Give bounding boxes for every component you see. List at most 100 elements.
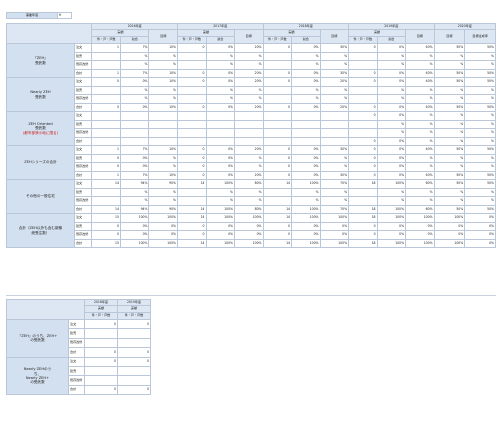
count-cell[interactable]: 14: [177, 204, 207, 214]
count-cell[interactable]: [262, 60, 293, 70]
count-cell[interactable]: 0: [348, 230, 378, 240]
count-cell[interactable]: 0: [348, 153, 378, 163]
count-cell[interactable]: 18: [348, 179, 378, 189]
count-cell[interactable]: [348, 51, 378, 61]
count-cell[interactable]: 0: [348, 43, 378, 53]
count-cell[interactable]: [84, 365, 118, 377]
count-cell[interactable]: 15: [91, 238, 121, 248]
count-cell[interactable]: 15: [91, 213, 121, 223]
count-cell[interactable]: [91, 94, 121, 104]
count-cell[interactable]: [348, 187, 378, 197]
count-cell[interactable]: 14: [262, 204, 293, 214]
count-cell[interactable]: 0: [117, 384, 151, 396]
count-cell[interactable]: 14: [177, 213, 207, 223]
count-cell[interactable]: [262, 136, 293, 146]
count-cell[interactable]: 14: [177, 179, 207, 189]
count-cell[interactable]: [177, 119, 207, 129]
count-cell[interactable]: 0: [348, 68, 378, 78]
count-cell[interactable]: 0: [117, 347, 151, 358]
count-cell[interactable]: [348, 60, 378, 70]
count-cell[interactable]: 0: [262, 230, 293, 240]
count-cell[interactable]: [117, 365, 151, 377]
count-cell[interactable]: 1: [91, 68, 121, 78]
count-cell[interactable]: [91, 187, 121, 197]
count-cell[interactable]: [84, 375, 118, 386]
count-cell[interactable]: [177, 196, 207, 206]
count-cell[interactable]: 0: [348, 221, 378, 231]
count-cell[interactable]: 0: [348, 170, 378, 180]
count-cell[interactable]: 18: [348, 213, 378, 223]
fiscal-year-value[interactable]: H: [57, 12, 72, 19]
count-cell[interactable]: [262, 111, 293, 121]
count-cell[interactable]: [117, 337, 151, 349]
count-cell[interactable]: 1: [91, 43, 121, 53]
count-cell[interactable]: [177, 85, 207, 95]
count-cell[interactable]: 14: [262, 179, 293, 189]
count-cell[interactable]: [262, 85, 293, 95]
count-cell[interactable]: 0: [91, 230, 121, 240]
count-cell[interactable]: 0: [84, 347, 118, 358]
count-cell[interactable]: 0: [117, 356, 151, 367]
count-cell[interactable]: 0: [262, 153, 293, 163]
count-cell[interactable]: [348, 85, 378, 95]
count-cell[interactable]: [177, 187, 207, 197]
count-cell[interactable]: [177, 94, 207, 104]
count-cell[interactable]: 0: [177, 77, 207, 87]
count-cell[interactable]: 0: [348, 77, 378, 87]
count-cell[interactable]: [91, 119, 121, 129]
count-cell[interactable]: 0: [177, 145, 207, 155]
count-cell[interactable]: 0: [348, 102, 378, 112]
count-cell[interactable]: 0: [262, 162, 293, 172]
count-cell[interactable]: [177, 111, 207, 121]
count-cell[interactable]: [91, 51, 121, 61]
count-cell[interactable]: 0: [91, 162, 121, 172]
count-cell[interactable]: 0: [177, 170, 207, 180]
count-cell[interactable]: [262, 128, 293, 138]
count-cell[interactable]: 0: [262, 102, 293, 112]
count-cell[interactable]: 0: [91, 221, 121, 231]
count-cell[interactable]: 0: [117, 318, 151, 330]
count-cell[interactable]: 14: [177, 238, 207, 248]
count-cell[interactable]: 0: [177, 153, 207, 163]
count-cell[interactable]: 0: [262, 170, 293, 180]
count-cell[interactable]: 0: [84, 384, 118, 396]
count-cell[interactable]: 14: [91, 179, 121, 189]
count-cell[interactable]: [91, 85, 121, 95]
count-cell[interactable]: [91, 128, 121, 138]
count-cell[interactable]: [262, 51, 293, 61]
count-cell[interactable]: [262, 187, 293, 197]
count-cell[interactable]: [348, 196, 378, 206]
count-cell[interactable]: [262, 119, 293, 129]
count-cell[interactable]: 0: [177, 43, 207, 53]
count-cell[interactable]: 1: [91, 170, 121, 180]
count-cell[interactable]: 0: [84, 356, 118, 367]
count-cell[interactable]: 0: [177, 221, 207, 231]
count-cell[interactable]: 0: [262, 68, 293, 78]
count-cell[interactable]: [91, 136, 121, 146]
count-cell[interactable]: 0: [91, 153, 121, 163]
count-cell[interactable]: 0: [177, 102, 207, 112]
count-cell[interactable]: 14: [262, 238, 293, 248]
count-cell[interactable]: 0: [348, 162, 378, 172]
count-cell[interactable]: [91, 196, 121, 206]
count-cell[interactable]: 0: [262, 221, 293, 231]
count-cell[interactable]: 0: [262, 145, 293, 155]
count-cell[interactable]: 0: [348, 145, 378, 155]
count-cell[interactable]: 18: [348, 238, 378, 248]
count-cell[interactable]: [91, 111, 121, 121]
count-cell[interactable]: [117, 375, 151, 386]
count-cell[interactable]: [91, 60, 121, 70]
count-cell[interactable]: 1: [91, 145, 121, 155]
count-cell[interactable]: [177, 60, 207, 70]
count-cell[interactable]: [117, 328, 151, 339]
count-cell[interactable]: 0: [84, 318, 118, 330]
count-cell[interactable]: 0: [91, 102, 121, 112]
count-cell[interactable]: 0: [177, 68, 207, 78]
count-cell[interactable]: 0: [91, 77, 121, 87]
count-cell[interactable]: [84, 328, 118, 339]
count-cell[interactable]: [262, 94, 293, 104]
count-cell[interactable]: [84, 337, 118, 349]
count-cell[interactable]: [348, 94, 378, 104]
count-cell[interactable]: [177, 136, 207, 146]
count-cell[interactable]: [262, 196, 293, 206]
